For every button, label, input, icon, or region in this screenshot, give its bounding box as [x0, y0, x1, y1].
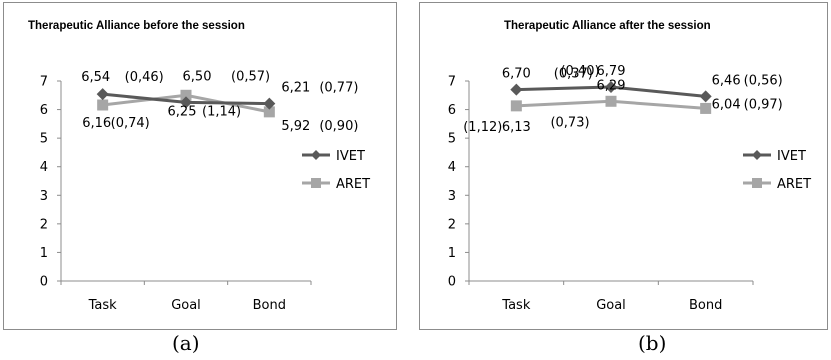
- sd-label: (1,14): [202, 104, 241, 119]
- y-tick-label: 1: [448, 246, 456, 261]
- data-point-ivet: [605, 81, 617, 93]
- sd-label: (0,74): [111, 116, 150, 131]
- y-tick-label: 5: [40, 132, 48, 147]
- data-label: 6,50: [183, 69, 212, 84]
- legend-marker-ivet: [752, 150, 762, 160]
- data-label: 6,70: [502, 67, 531, 82]
- chart-before-session: Therapeutic Alliance before the session 0…: [28, 20, 370, 313]
- sd-label: (0,73): [550, 115, 589, 130]
- sd-label: (0,97): [744, 97, 783, 112]
- data-point-ivet: [96, 88, 109, 101]
- caption-a: (a): [172, 331, 200, 355]
- chart-title: Therapeutic Alliance before the session: [28, 20, 245, 32]
- data-label: 6,04: [712, 97, 741, 112]
- chart-after-session: Therapeutic Alliance after the session 0 1…: [448, 20, 811, 313]
- y-tick-label: 7: [448, 75, 456, 90]
- legend-label-ivet: IVET: [336, 149, 365, 164]
- chart-title: Therapeutic Alliance after the session: [504, 20, 711, 32]
- data-point-ivet: [180, 96, 192, 109]
- sd-label: (0,46): [125, 70, 164, 85]
- chart-panel-after: Therapeutic Alliance after the session 0 1…: [419, 2, 828, 330]
- sd-label: (1,12): [463, 120, 502, 135]
- y-tick-label: 6: [448, 103, 456, 118]
- y-tick-label: 3: [40, 189, 48, 204]
- sd-label: (0,37): [554, 67, 593, 82]
- data-label: 6,25: [168, 104, 197, 119]
- data-point-aret: [605, 95, 617, 107]
- y-tick-label: 4: [40, 160, 48, 175]
- y-tick-label: 1: [40, 246, 48, 261]
- x-tick-label: Goal: [596, 298, 626, 313]
- legend-label-aret: ARET: [336, 177, 370, 192]
- data-label: 6,79: [597, 64, 626, 79]
- legend-label-aret: ARET: [777, 177, 811, 192]
- data-label: 5,92: [281, 119, 310, 134]
- data-point-aret: [700, 102, 712, 114]
- legend-marker-aret: [311, 178, 321, 188]
- data-point-ivet: [263, 97, 276, 110]
- sd-label: (0,90): [319, 119, 358, 134]
- data-label: 6,13: [502, 120, 531, 135]
- caption-b: (b): [638, 331, 667, 355]
- sd-label: (0,56): [744, 73, 783, 88]
- y-tick-label: 4: [448, 160, 456, 175]
- legend-label-ivet: IVET: [777, 149, 806, 164]
- sd-label: (0,40): [560, 64, 599, 79]
- y-tick-label: 0: [448, 275, 456, 290]
- y-tick-label: 2: [40, 217, 48, 232]
- data-point-ivet: [510, 83, 523, 96]
- data-label: 6,54: [81, 70, 110, 85]
- y-tick-label: 2: [448, 217, 456, 232]
- data-point-aret: [263, 106, 275, 118]
- data-label: 6,29: [597, 78, 626, 93]
- y-tick-label: 0: [40, 275, 48, 290]
- data-label: 6,21: [281, 81, 310, 96]
- data-label: 6,46: [712, 73, 741, 88]
- legend-marker-aret: [752, 178, 762, 188]
- x-tick-label: Task: [88, 298, 118, 313]
- data-point-ivet: [699, 90, 712, 103]
- y-tick-label: 7: [40, 75, 48, 90]
- sd-label: (0,77): [319, 81, 358, 96]
- data-point-aret: [97, 99, 109, 111]
- sd-label: (0,57): [231, 69, 270, 84]
- x-tick-label: Bond: [689, 298, 722, 313]
- x-tick-label: Task: [501, 298, 531, 313]
- y-tick-label: 5: [448, 132, 456, 147]
- y-tick-label: 3: [448, 189, 456, 204]
- y-tick-label: 6: [40, 103, 48, 118]
- chart-panel-before: Therapeutic Alliance before the session 0…: [3, 2, 397, 330]
- data-label: 6,16: [82, 116, 111, 131]
- data-point-aret: [180, 89, 192, 101]
- data-point-aret: [510, 100, 522, 112]
- legend-marker-ivet: [311, 150, 321, 160]
- x-tick-label: Bond: [253, 298, 286, 313]
- x-tick-label: Goal: [171, 298, 201, 313]
